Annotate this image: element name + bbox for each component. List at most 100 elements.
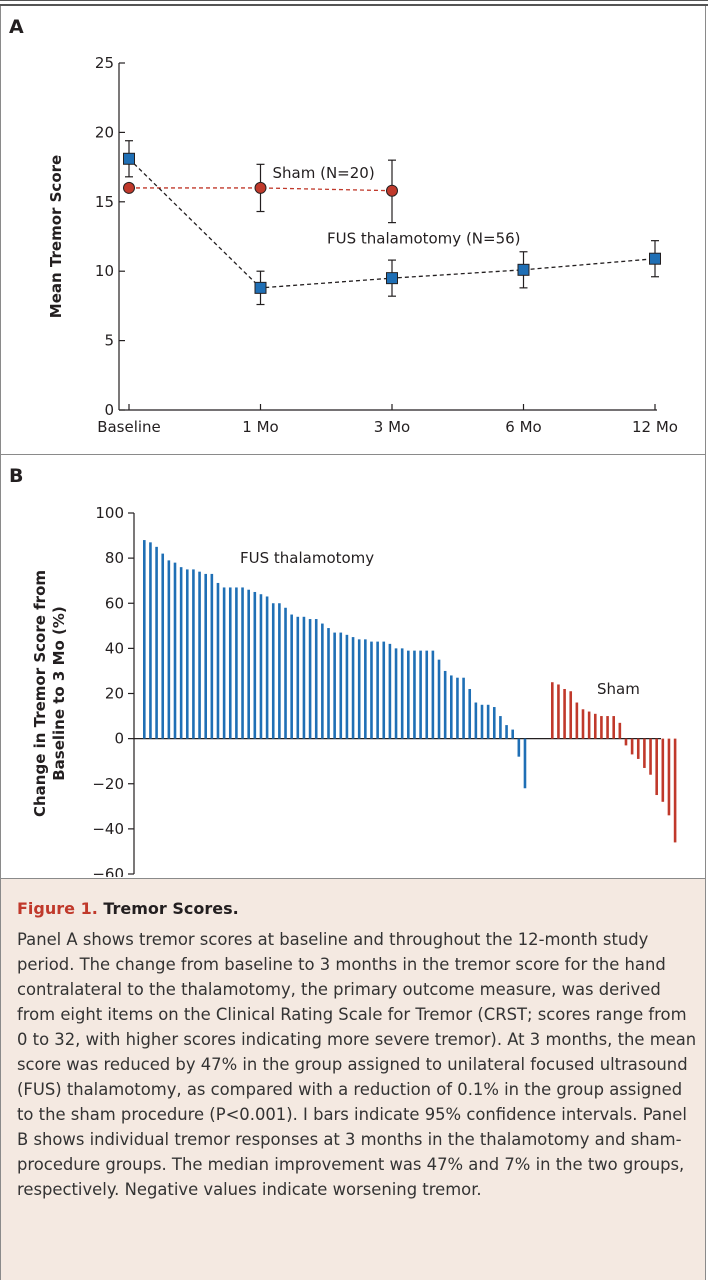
bar-fus bbox=[450, 675, 453, 739]
bar-sham bbox=[551, 682, 554, 739]
bar-fus bbox=[413, 650, 416, 739]
y-tick-label: 10 bbox=[95, 262, 114, 280]
bar-fus bbox=[204, 573, 207, 739]
bar-sham bbox=[563, 688, 566, 739]
bar-fus bbox=[480, 704, 484, 739]
panel-b-label: B bbox=[9, 465, 24, 487]
bar-chart: 100 80 60 40 20 0 −20 −40 −60 Change in Tremor Sc… bbox=[31, 504, 677, 883]
bar-sham bbox=[557, 684, 560, 739]
bar-fus bbox=[216, 582, 220, 739]
bar-fus bbox=[339, 632, 343, 739]
bar-sham bbox=[612, 716, 615, 739]
y-tick-label: −20 bbox=[92, 775, 124, 793]
bar-fus bbox=[462, 677, 465, 739]
bar-fus bbox=[505, 725, 508, 739]
bar-fus bbox=[443, 670, 447, 739]
data-point-circle bbox=[254, 181, 267, 194]
series-label-sham: Sham (N=20) bbox=[273, 164, 375, 182]
bar-fus bbox=[321, 623, 324, 739]
y-tick-label: 60 bbox=[105, 594, 124, 612]
y-tick-label: 20 bbox=[95, 123, 114, 141]
y-tick-label: 15 bbox=[95, 193, 114, 211]
bar-fus bbox=[167, 560, 171, 739]
x-tick-label: 6 Mo bbox=[505, 418, 541, 436]
bar-sham bbox=[581, 709, 585, 739]
bar-fus bbox=[284, 607, 287, 739]
bar-fus bbox=[425, 650, 429, 739]
bar-fus bbox=[228, 587, 232, 739]
y-tick-label: 25 bbox=[95, 54, 114, 72]
y-tick-label: 0 bbox=[114, 730, 124, 748]
series-label-sham: Sham bbox=[597, 680, 640, 698]
bar-sham bbox=[593, 713, 597, 739]
caption-title: Figure 1. Tremor Scores. bbox=[17, 899, 239, 918]
panel-b: B 100 80 60 40 20 0 −20 −40 −60 Change in Tremor … bbox=[0, 455, 706, 883]
bar-sham bbox=[600, 716, 603, 739]
bar-sham bbox=[606, 716, 609, 739]
bar-fus bbox=[271, 603, 275, 739]
bar-sham bbox=[643, 738, 646, 768]
bar-fus bbox=[486, 704, 490, 739]
top-rule bbox=[0, 0, 708, 1]
figure-caption: Figure 1. Tremor Scores. Panel A shows t… bbox=[0, 879, 706, 1280]
bar-fus bbox=[247, 589, 250, 739]
y-axis-label-line1: Change in Tremor Score from bbox=[31, 570, 49, 817]
bar-fus bbox=[302, 616, 306, 739]
bar-sham bbox=[569, 691, 573, 739]
bar-fus bbox=[431, 650, 435, 739]
bar-sham bbox=[636, 738, 640, 759]
x-tick-label: 3 Mo bbox=[374, 418, 410, 436]
bar-sham bbox=[575, 702, 579, 739]
bar-fus bbox=[308, 619, 312, 739]
bar-fus bbox=[357, 639, 361, 739]
x-tick-label: Baseline bbox=[97, 418, 161, 436]
bar-fus bbox=[192, 569, 195, 739]
bar-fus bbox=[517, 738, 521, 757]
line-chart: 0 5 10 15 20 25 Baseline 1 Mo 3 Mo 6 Mo 12 Mo Mean … bbox=[47, 54, 678, 436]
bar-fus bbox=[149, 542, 152, 739]
y-tick-label: 80 bbox=[105, 549, 124, 567]
bar-fus bbox=[474, 702, 478, 739]
bar-fus bbox=[456, 677, 459, 739]
bar-fus bbox=[370, 641, 373, 739]
bar-fus bbox=[400, 648, 404, 739]
bar-fus bbox=[198, 571, 201, 739]
bar-fus bbox=[173, 562, 177, 739]
panel-a: A 0 5 10 15 20 25 Baseline 1 Mo 3 Mo 6 Mo 12 Mo Mea… bbox=[0, 6, 706, 455]
bar-sham bbox=[667, 738, 671, 816]
bar-fus bbox=[296, 616, 300, 739]
bar-fus bbox=[333, 632, 336, 739]
data-point-square bbox=[649, 252, 661, 265]
bar-fus bbox=[523, 738, 527, 789]
bar-sham bbox=[587, 711, 591, 739]
bar-fus bbox=[259, 594, 263, 739]
bar-fus bbox=[155, 546, 158, 739]
figure-label: Figure 1. bbox=[17, 899, 98, 918]
bar-sham bbox=[649, 738, 652, 775]
y-tick-label: −60 bbox=[92, 865, 124, 877]
figure-title: Tremor Scores. bbox=[103, 899, 239, 918]
bar-sham bbox=[618, 722, 622, 739]
bar-fus bbox=[179, 567, 183, 739]
series-label-fus: FUS thalamotomy (N=56) bbox=[327, 229, 521, 247]
bar-fus bbox=[235, 587, 238, 739]
bar-fus bbox=[345, 634, 349, 739]
y-tick-label: 0 bbox=[104, 401, 114, 419]
data-point-square bbox=[386, 272, 398, 285]
bar-fus bbox=[265, 596, 269, 739]
bar-fus bbox=[394, 648, 398, 739]
bar-fus bbox=[468, 688, 472, 739]
bar-fus bbox=[253, 591, 257, 739]
data-point-square bbox=[123, 152, 135, 165]
bar-fus bbox=[437, 659, 441, 739]
bar-fus bbox=[388, 643, 392, 739]
y-tick-label: 20 bbox=[105, 685, 124, 703]
bar-fus bbox=[278, 603, 281, 739]
x-tick-label: 1 Mo bbox=[242, 418, 278, 436]
bar-fus bbox=[364, 639, 367, 739]
bar-fus bbox=[210, 573, 214, 739]
y-tick-label: 40 bbox=[105, 639, 124, 657]
bar-fus bbox=[143, 540, 146, 739]
data-point-circle bbox=[123, 181, 135, 194]
bar-sham bbox=[661, 738, 665, 802]
